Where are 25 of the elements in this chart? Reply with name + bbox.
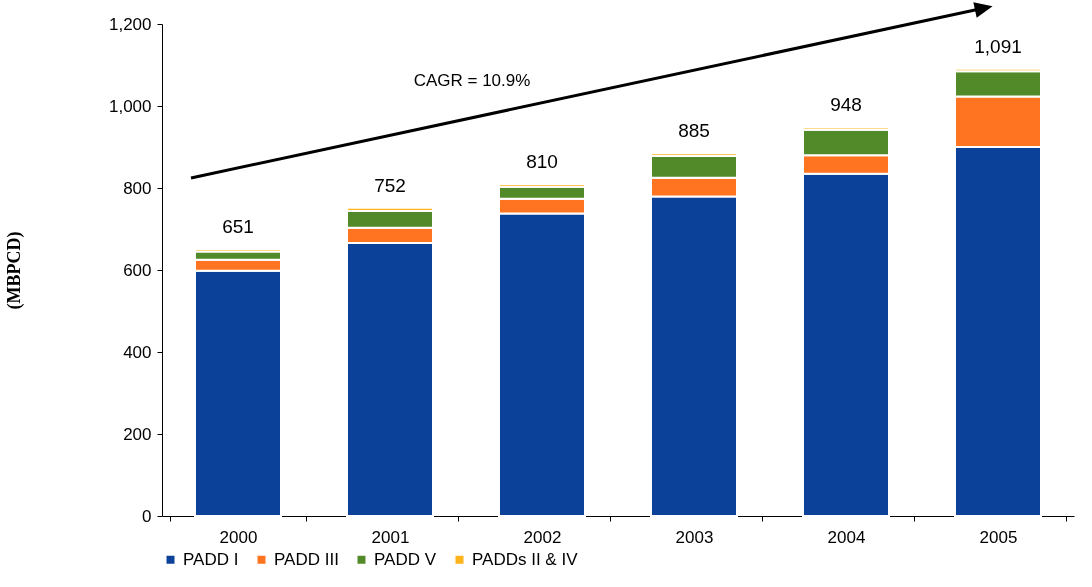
x-tick-label: 2003	[675, 527, 714, 547]
y-tick-label: 600	[123, 260, 152, 280]
total-label: 651	[222, 216, 254, 238]
y-tick-label: 1,200	[108, 14, 152, 34]
x-tick-label: 2001	[371, 527, 410, 547]
legend-label: PADD I	[183, 549, 239, 569]
legend-label: PADDs II & IV	[472, 549, 579, 569]
total-label: 1,091	[974, 35, 1022, 57]
y-tick-label: 200	[123, 424, 152, 444]
y-tick-label: 1,000	[108, 96, 152, 116]
total-label: 948	[830, 94, 862, 116]
x-tick-label: 2004	[827, 527, 866, 547]
x-tick-label: 2002	[523, 527, 562, 547]
y-tick-label: 400	[123, 342, 152, 362]
total-label: 752	[374, 174, 406, 196]
annotation: CAGR = 10.9%	[413, 71, 531, 90]
x-tick-label: 2000	[219, 527, 258, 547]
y-tick-label: 800	[123, 178, 152, 198]
total-label: 810	[526, 150, 558, 172]
y-tick-label: 0	[142, 506, 152, 526]
legend-label: PADD III	[274, 549, 339, 569]
legend-label: PADD V	[374, 549, 437, 569]
y-axis-title: (MBPCD)	[3, 231, 25, 310]
total-label: 885	[678, 120, 710, 142]
x-tick-label: 2005	[979, 527, 1018, 547]
